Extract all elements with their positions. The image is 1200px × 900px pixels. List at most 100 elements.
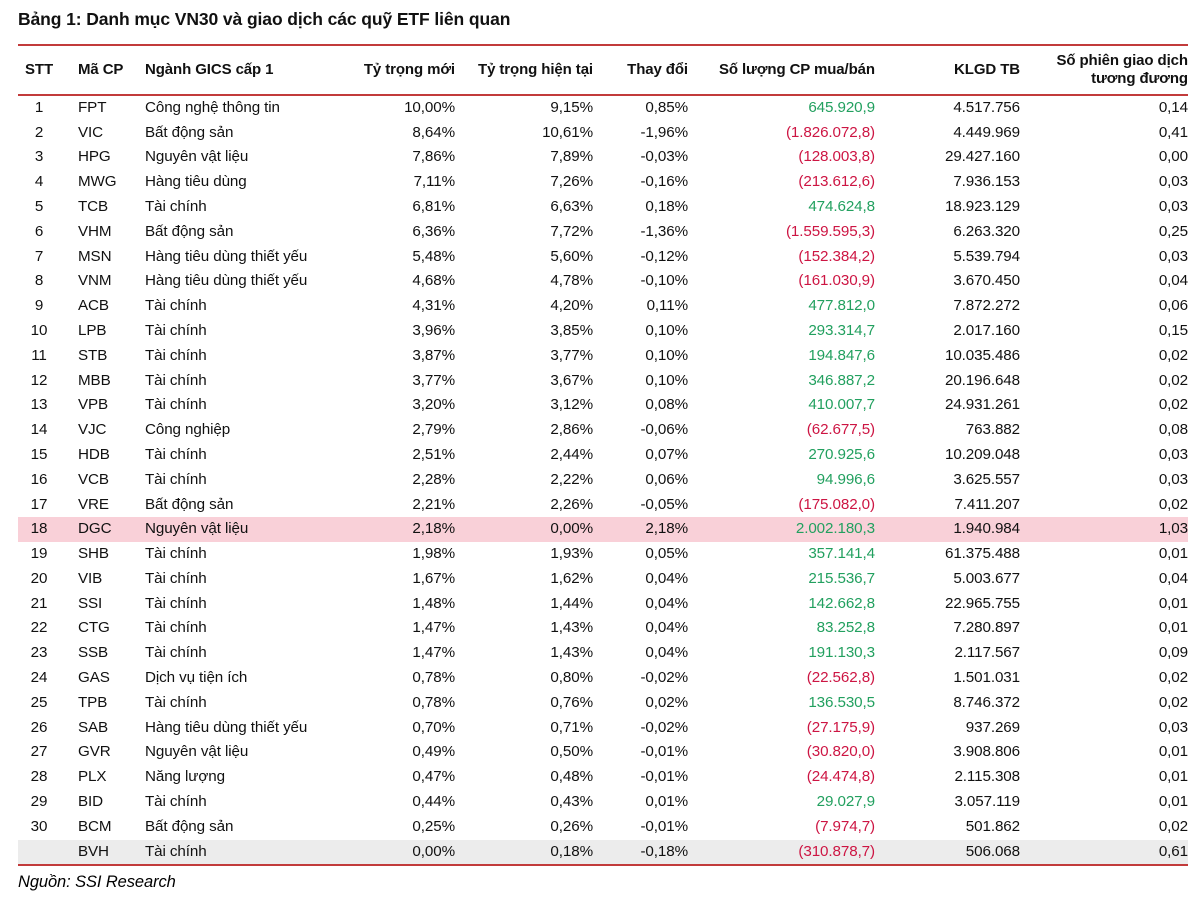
cell-chg: 0,18% — [645, 197, 688, 215]
cell-code: HPG — [78, 148, 111, 166]
column-header-new-weight: Tỷ trọng mới — [355, 44, 455, 96]
table-row: 27 GVR Nguyên vật liệu 0,49% 0,50% -0,01% (30.… — [18, 740, 1188, 765]
cell-sessions: 0,09 — [1158, 644, 1188, 662]
cell-sector: Nguyên vật liệu — [145, 743, 249, 761]
cell-code: CTG — [78, 619, 110, 637]
cell-chg: 0,05% — [645, 545, 688, 563]
cell-w_new: 7,86% — [412, 148, 455, 166]
cell-sessions: 0,02 — [1158, 371, 1188, 389]
cell-sessions: 0,02 — [1158, 817, 1188, 835]
table-row: 8 VNM Hàng tiêu dùng thiết yếu 4,68% 4,78% -0… — [18, 269, 1188, 294]
cell-code: SHB — [78, 545, 109, 563]
cell-w_new: 7,11% — [413, 173, 456, 191]
etf-table: STT Mã CP Ngành GICS cấp 1 Tỷ trọng mới … — [18, 43, 1188, 867]
cell-qty: (27.175,9) — [806, 718, 875, 736]
cell-qty: (152.384,2) — [798, 247, 875, 265]
cell-sessions: 0,01 — [1158, 545, 1188, 563]
cell-stt: 29 — [30, 793, 48, 811]
cell-sector: Nguyên vật liệu — [145, 148, 249, 166]
table-title: Bảng 1: Danh mục VN30 và giao dịch các q… — [18, 9, 511, 29]
cell-klgd: 1.501.031 — [953, 669, 1020, 687]
cell-qty: 270.925,6 — [808, 445, 875, 463]
cell-w_cur: 3,12% — [550, 396, 593, 414]
cell-w_new: 2,79% — [412, 421, 455, 439]
cell-w_cur: 2,86% — [550, 421, 593, 439]
cell-qty: (7.974,7) — [815, 817, 875, 835]
cell-code: SAB — [78, 718, 109, 736]
cell-klgd: 3.670.450 — [953, 272, 1020, 290]
cell-stt: 12 — [30, 371, 48, 389]
cell-sessions: 0,02 — [1158, 495, 1188, 513]
cell-stt: 24 — [30, 669, 48, 687]
cell-sector: Bất động sản — [145, 222, 234, 240]
cell-w_cur: 1,43% — [550, 619, 593, 637]
cell-chg: -0,01% — [640, 743, 688, 761]
cell-qty: 194.847,6 — [808, 346, 875, 364]
cell-sessions: 0,03 — [1158, 445, 1188, 463]
cell-code: BCM — [78, 817, 112, 835]
cell-chg: -0,16% — [640, 173, 688, 191]
table-row: 17 VRE Bất động sản 2,21% 2,26% -0,05% (175.08… — [18, 493, 1188, 518]
table-row: 4 MWG Hàng tiêu dùng 7,11% 7,26% -0,16% (213.6… — [18, 170, 1188, 195]
cell-sessions: 0,04 — [1158, 569, 1188, 587]
cell-klgd: 22.965.755 — [944, 594, 1020, 612]
cell-stt: 26 — [30, 718, 48, 736]
table-row: 29 BID Tài chính 0,44% 0,43% 0,01% 29.027,9 3.0… — [18, 790, 1188, 815]
cell-sector: Nguyên vật liệu — [145, 520, 249, 538]
cell-sessions: 0,01 — [1158, 743, 1188, 761]
cell-chg: 0,10% — [645, 371, 688, 389]
cell-w_cur: 0,26% — [550, 817, 593, 835]
cell-stt: 1 — [34, 98, 44, 116]
table-row: 7 MSN Hàng tiêu dùng thiết yếu 5,48% 5,60% -0… — [18, 245, 1188, 270]
cell-w_cur: 2,26% — [550, 495, 593, 513]
cell-sector: Tài chính — [145, 297, 207, 315]
cell-w_cur: 7,72% — [550, 222, 593, 240]
table-row: 21 SSI Tài chính 1,48% 1,44% 0,04% 142.662,8 22… — [18, 592, 1188, 617]
cell-qty: (1.559.595,3) — [785, 222, 875, 240]
cell-qty: (128.003,8) — [798, 148, 875, 166]
cell-sector: Tài chính — [145, 470, 207, 488]
cell-stt: 16 — [30, 470, 48, 488]
cell-w_cur: 0,48% — [550, 768, 593, 786]
cell-sessions: 0,03 — [1158, 718, 1188, 736]
cell-sessions: 0,08 — [1158, 421, 1188, 439]
cell-qty: 357.141,4 — [808, 545, 875, 563]
cell-code: BID — [78, 793, 104, 811]
cell-klgd: 7.280.897 — [953, 619, 1020, 637]
cell-qty: 136.530,5 — [808, 693, 875, 711]
cell-sector: Dịch vụ tiện ích — [145, 669, 248, 687]
cell-w_cur: 7,26% — [550, 173, 593, 191]
cell-w_new: 0,00% — [355, 839, 455, 867]
table-row: 13 VPB Tài chính 3,20% 3,12% 0,08% 410.007,7 24… — [18, 393, 1188, 418]
cell-w_cur: 1,62% — [550, 569, 593, 587]
cell-chg: -0,05% — [640, 495, 688, 513]
cell-klgd: 5.003.677 — [953, 569, 1020, 587]
cell-w_cur: 9,15% — [550, 98, 593, 116]
table-row: 14 VJC Công nghiệp 2,79% 2,86% -0,06% (62.677,… — [18, 418, 1188, 443]
cell-stt: 5 — [34, 197, 44, 215]
cell-w_new: 3,96% — [412, 321, 455, 339]
cell-klgd: 7.872.272 — [953, 297, 1020, 315]
table-row: 3 HPG Nguyên vật liệu 7,86% 7,89% -0,03% (128.… — [18, 145, 1188, 170]
table-row: 18 DGC Nguyên vật liệu 2,18% 0,00% 2,18% 2.002… — [18, 517, 1188, 543]
cell-sessions: 0,41 — [1158, 123, 1188, 141]
cell-w_new: 1,67% — [412, 569, 455, 587]
cell-w_new: 8,64% — [412, 123, 455, 141]
cell-chg: 0,02% — [645, 693, 688, 711]
cell-code: FPT — [78, 98, 107, 116]
table-row: 20 VIB Tài chính 1,67% 1,62% 0,04% 215.536,7 5.… — [18, 567, 1188, 592]
cell-chg: 0,04% — [645, 594, 688, 612]
cell-code: VIB — [78, 569, 103, 587]
cell-qty: (310.878,7) — [688, 839, 875, 867]
cell-sessions: 0,02 — [1158, 669, 1188, 687]
cell-stt: 14 — [30, 421, 48, 439]
cell-chg: 0,11% — [646, 297, 689, 315]
table-row: 12 MBB Tài chính 3,77% 3,67% 0,10% 346.887,2 20… — [18, 369, 1188, 394]
cell-code: MWG — [78, 173, 117, 191]
cell-sessions: 0,01 — [1158, 619, 1188, 637]
cell-sector: Tài chính — [145, 594, 207, 612]
cell-chg: 0,04% — [645, 619, 688, 637]
cell-stt: 6 — [34, 222, 44, 240]
table-row: 16 VCB Tài chính 2,28% 2,22% 0,06% 94.996,6 3.6… — [18, 468, 1188, 493]
cell-w_new: 0,25% — [412, 817, 455, 835]
